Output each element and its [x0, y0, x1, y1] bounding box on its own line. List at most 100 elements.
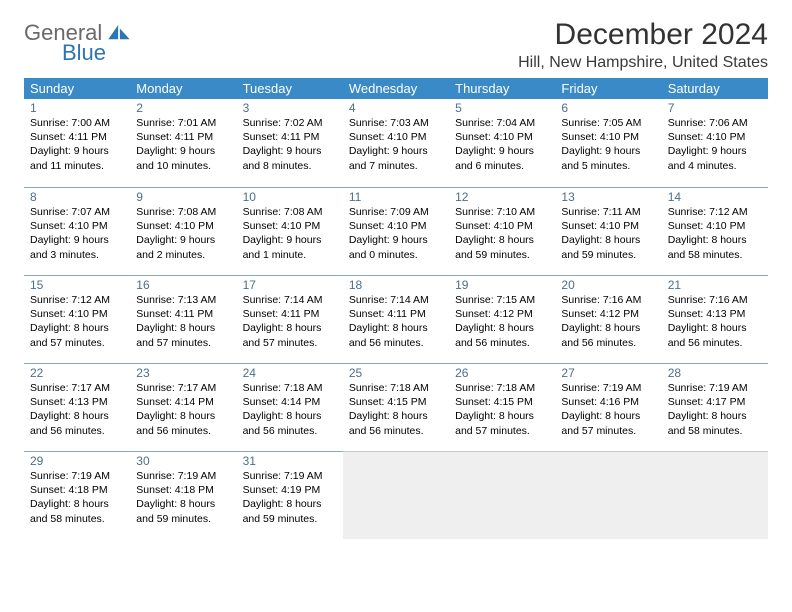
day-number: 14 — [668, 190, 762, 204]
day-detail: Sunrise: 7:08 AMSunset: 4:10 PMDaylight:… — [243, 205, 337, 262]
day-detail: Sunrise: 7:17 AMSunset: 4:13 PMDaylight:… — [30, 381, 124, 438]
calendar-cell: 29Sunrise: 7:19 AMSunset: 4:18 PMDayligh… — [24, 451, 130, 539]
day-number: 25 — [349, 366, 443, 380]
day-detail: Sunrise: 7:05 AMSunset: 4:10 PMDaylight:… — [561, 116, 655, 173]
day-number: 17 — [243, 278, 337, 292]
day-number: 29 — [30, 454, 124, 468]
day-cell: 24Sunrise: 7:18 AMSunset: 4:14 PMDayligh… — [237, 363, 343, 451]
day-header: Tuesday — [237, 78, 343, 99]
calendar-cell: 26Sunrise: 7:18 AMSunset: 4:15 PMDayligh… — [449, 363, 555, 451]
title-block: December 2024 Hill, New Hampshire, Unite… — [518, 18, 768, 72]
calendar-cell: 9Sunrise: 7:08 AMSunset: 4:10 PMDaylight… — [130, 187, 236, 275]
calendar-cell — [449, 451, 555, 539]
day-number: 24 — [243, 366, 337, 380]
day-header: Monday — [130, 78, 236, 99]
day-cell: 2Sunrise: 7:01 AMSunset: 4:11 PMDaylight… — [130, 99, 236, 187]
day-number: 30 — [136, 454, 230, 468]
day-header: Thursday — [449, 78, 555, 99]
day-cell: 14Sunrise: 7:12 AMSunset: 4:10 PMDayligh… — [662, 187, 768, 275]
calendar-table: SundayMondayTuesdayWednesdayThursdayFrid… — [24, 78, 768, 539]
day-cell: 28Sunrise: 7:19 AMSunset: 4:17 PMDayligh… — [662, 363, 768, 451]
day-cell: 22Sunrise: 7:17 AMSunset: 4:13 PMDayligh… — [24, 363, 130, 451]
calendar-cell: 1Sunrise: 7:00 AMSunset: 4:11 PMDaylight… — [24, 99, 130, 187]
day-number: 11 — [349, 190, 443, 204]
calendar-row: 29Sunrise: 7:19 AMSunset: 4:18 PMDayligh… — [24, 451, 768, 539]
calendar-cell: 5Sunrise: 7:04 AMSunset: 4:10 PMDaylight… — [449, 99, 555, 187]
day-number: 12 — [455, 190, 549, 204]
day-detail: Sunrise: 7:11 AMSunset: 4:10 PMDaylight:… — [561, 205, 655, 262]
day-detail: Sunrise: 7:18 AMSunset: 4:15 PMDaylight:… — [455, 381, 549, 438]
day-detail: Sunrise: 7:12 AMSunset: 4:10 PMDaylight:… — [668, 205, 762, 262]
calendar-cell: 16Sunrise: 7:13 AMSunset: 4:11 PMDayligh… — [130, 275, 236, 363]
calendar-cell: 6Sunrise: 7:05 AMSunset: 4:10 PMDaylight… — [555, 99, 661, 187]
day-detail: Sunrise: 7:09 AMSunset: 4:10 PMDaylight:… — [349, 205, 443, 262]
day-number: 6 — [561, 101, 655, 115]
day-detail: Sunrise: 7:02 AMSunset: 4:11 PMDaylight:… — [243, 116, 337, 173]
day-detail: Sunrise: 7:06 AMSunset: 4:10 PMDaylight:… — [668, 116, 762, 173]
calendar-cell: 27Sunrise: 7:19 AMSunset: 4:16 PMDayligh… — [555, 363, 661, 451]
day-header: Saturday — [662, 78, 768, 99]
calendar-cell: 19Sunrise: 7:15 AMSunset: 4:12 PMDayligh… — [449, 275, 555, 363]
day-cell: 31Sunrise: 7:19 AMSunset: 4:19 PMDayligh… — [237, 451, 343, 539]
day-number: 10 — [243, 190, 337, 204]
calendar-cell: 25Sunrise: 7:18 AMSunset: 4:15 PMDayligh… — [343, 363, 449, 451]
day-cell: 19Sunrise: 7:15 AMSunset: 4:12 PMDayligh… — [449, 275, 555, 363]
day-cell: 25Sunrise: 7:18 AMSunset: 4:15 PMDayligh… — [343, 363, 449, 451]
day-cell: 4Sunrise: 7:03 AMSunset: 4:10 PMDaylight… — [343, 99, 449, 187]
day-cell: 5Sunrise: 7:04 AMSunset: 4:10 PMDaylight… — [449, 99, 555, 187]
day-header: Wednesday — [343, 78, 449, 99]
calendar-cell: 8Sunrise: 7:07 AMSunset: 4:10 PMDaylight… — [24, 187, 130, 275]
day-cell: 13Sunrise: 7:11 AMSunset: 4:10 PMDayligh… — [555, 187, 661, 275]
calendar-cell: 7Sunrise: 7:06 AMSunset: 4:10 PMDaylight… — [662, 99, 768, 187]
day-detail: Sunrise: 7:19 AMSunset: 4:18 PMDaylight:… — [136, 469, 230, 526]
day-number: 26 — [455, 366, 549, 380]
brand-logo: General Blue — [24, 22, 130, 64]
day-detail: Sunrise: 7:00 AMSunset: 4:11 PMDaylight:… — [30, 116, 124, 173]
day-cell: 3Sunrise: 7:02 AMSunset: 4:11 PMDaylight… — [237, 99, 343, 187]
day-cell: 10Sunrise: 7:08 AMSunset: 4:10 PMDayligh… — [237, 187, 343, 275]
month-title: December 2024 — [518, 18, 768, 52]
day-cell: 9Sunrise: 7:08 AMSunset: 4:10 PMDaylight… — [130, 187, 236, 275]
day-detail: Sunrise: 7:13 AMSunset: 4:11 PMDaylight:… — [136, 293, 230, 350]
day-cell: 1Sunrise: 7:00 AMSunset: 4:11 PMDaylight… — [24, 99, 130, 187]
day-cell: 7Sunrise: 7:06 AMSunset: 4:10 PMDaylight… — [662, 99, 768, 187]
day-detail: Sunrise: 7:14 AMSunset: 4:11 PMDaylight:… — [243, 293, 337, 350]
calendar-cell: 4Sunrise: 7:03 AMSunset: 4:10 PMDaylight… — [343, 99, 449, 187]
day-detail: Sunrise: 7:15 AMSunset: 4:12 PMDaylight:… — [455, 293, 549, 350]
day-detail: Sunrise: 7:16 AMSunset: 4:12 PMDaylight:… — [561, 293, 655, 350]
empty-cell — [662, 451, 768, 539]
day-detail: Sunrise: 7:19 AMSunset: 4:19 PMDaylight:… — [243, 469, 337, 526]
calendar-cell: 14Sunrise: 7:12 AMSunset: 4:10 PMDayligh… — [662, 187, 768, 275]
calendar-cell: 31Sunrise: 7:19 AMSunset: 4:19 PMDayligh… — [237, 451, 343, 539]
day-cell: 30Sunrise: 7:19 AMSunset: 4:18 PMDayligh… — [130, 451, 236, 539]
calendar-row: 8Sunrise: 7:07 AMSunset: 4:10 PMDaylight… — [24, 187, 768, 275]
day-detail: Sunrise: 7:19 AMSunset: 4:18 PMDaylight:… — [30, 469, 124, 526]
day-number: 22 — [30, 366, 124, 380]
day-cell: 20Sunrise: 7:16 AMSunset: 4:12 PMDayligh… — [555, 275, 661, 363]
day-detail: Sunrise: 7:19 AMSunset: 4:16 PMDaylight:… — [561, 381, 655, 438]
day-cell: 12Sunrise: 7:10 AMSunset: 4:10 PMDayligh… — [449, 187, 555, 275]
day-detail: Sunrise: 7:10 AMSunset: 4:10 PMDaylight:… — [455, 205, 549, 262]
day-number: 18 — [349, 278, 443, 292]
day-number: 5 — [455, 101, 549, 115]
day-number: 9 — [136, 190, 230, 204]
day-number: 7 — [668, 101, 762, 115]
empty-cell — [555, 451, 661, 539]
day-number: 28 — [668, 366, 762, 380]
day-detail: Sunrise: 7:18 AMSunset: 4:14 PMDaylight:… — [243, 381, 337, 438]
location-text: Hill, New Hampshire, United States — [518, 54, 768, 72]
calendar-cell: 15Sunrise: 7:12 AMSunset: 4:10 PMDayligh… — [24, 275, 130, 363]
calendar-cell — [662, 451, 768, 539]
day-header: Friday — [555, 78, 661, 99]
day-number: 2 — [136, 101, 230, 115]
day-number: 13 — [561, 190, 655, 204]
calendar-cell: 17Sunrise: 7:14 AMSunset: 4:11 PMDayligh… — [237, 275, 343, 363]
day-cell: 21Sunrise: 7:16 AMSunset: 4:13 PMDayligh… — [662, 275, 768, 363]
day-number: 8 — [30, 190, 124, 204]
calendar-cell: 10Sunrise: 7:08 AMSunset: 4:10 PMDayligh… — [237, 187, 343, 275]
day-detail: Sunrise: 7:12 AMSunset: 4:10 PMDaylight:… — [30, 293, 124, 350]
day-detail: Sunrise: 7:14 AMSunset: 4:11 PMDaylight:… — [349, 293, 443, 350]
day-detail: Sunrise: 7:04 AMSunset: 4:10 PMDaylight:… — [455, 116, 549, 173]
day-number: 3 — [243, 101, 337, 115]
day-cell: 16Sunrise: 7:13 AMSunset: 4:11 PMDayligh… — [130, 275, 236, 363]
